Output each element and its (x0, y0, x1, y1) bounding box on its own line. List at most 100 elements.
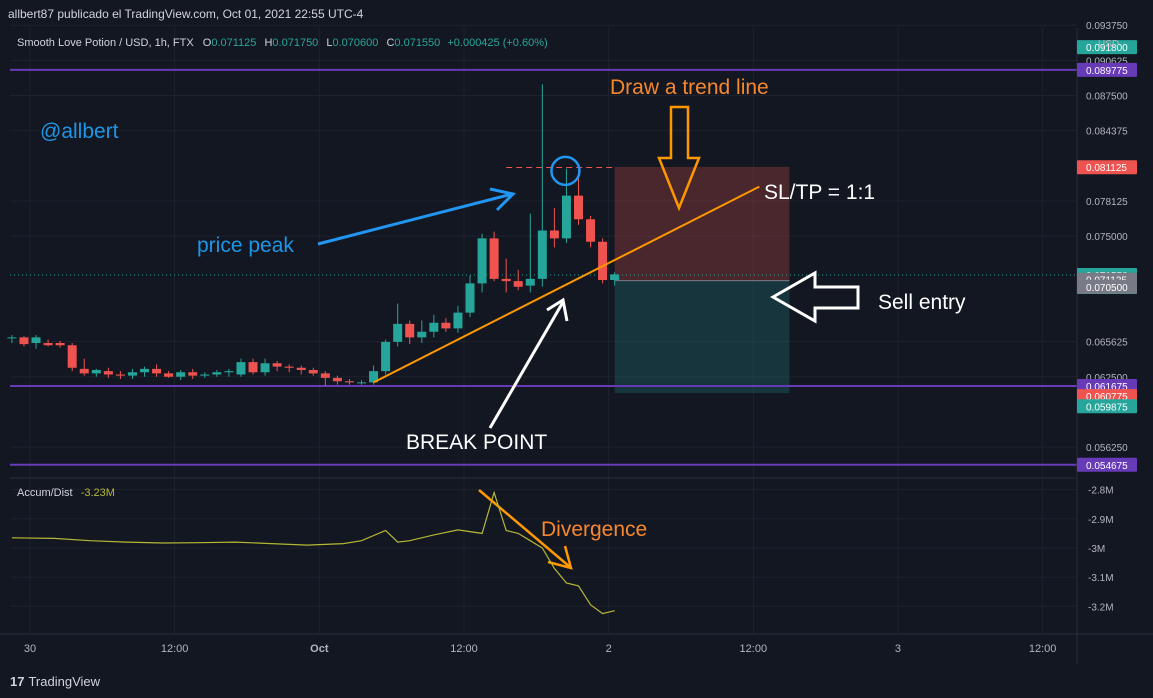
candle-body (489, 238, 499, 279)
draw-trend-label: Draw a trend line (610, 76, 769, 99)
candle-body (586, 219, 596, 242)
price-label-text: 0.070500 (1086, 283, 1128, 294)
chart-svg[interactable]: 0.093750 0.090625 0.087500 0.084375 0.078125… (0, 0, 1153, 664)
price-label-box (1077, 40, 1137, 55)
candle-body (248, 362, 258, 373)
ad-tick-label: -3.2M (1088, 602, 1114, 613)
candle-body (188, 372, 198, 376)
x-tick-label: 12:00 (740, 643, 768, 655)
y-tick-label: 0.084375 (1086, 127, 1128, 138)
divergence-arrow (478, 489, 571, 568)
price-label-text: 0.059875 (1086, 402, 1128, 413)
price-label-text: 0.060775 (1086, 392, 1128, 403)
candle-body (393, 323, 403, 342)
candle-body (549, 230, 559, 239)
price-label-box (1077, 160, 1137, 175)
indicator-name: Accum/Dist (17, 487, 73, 499)
candle-body (344, 381, 354, 383)
candle-body (598, 241, 608, 280)
candle-body (91, 370, 101, 374)
currency-label: USD (1098, 39, 1119, 50)
candle-body (296, 367, 306, 370)
ad-tick-label: -3.1M (1088, 573, 1114, 584)
x-tick-label: 2 (606, 643, 612, 655)
price-peak-label: price peak (197, 234, 294, 257)
price-peak-arrowhead (489, 187, 517, 212)
candle-body (513, 281, 523, 287)
candle-body (224, 371, 234, 373)
y-tick-label: 0.065625 (1086, 338, 1128, 349)
legend-l-value: 0.070600 (333, 37, 379, 49)
price-label-text: 0.054675 (1086, 461, 1128, 472)
candle-body (308, 370, 318, 374)
candle-body (79, 368, 89, 374)
attribution-text: allbert87 publicado el TradingView.com, … (8, 7, 364, 21)
y-tick-label: 0.093750 (1086, 21, 1128, 32)
break-point-label: BREAK POINT (406, 431, 547, 454)
candle-body (212, 372, 222, 375)
tv-logo-icon: 17 (10, 674, 25, 689)
candle-body (176, 372, 186, 377)
attribution-bar: allbert87 publicado el TradingView.com, … (0, 0, 1153, 28)
y-tick-label: 0.078125 (1086, 197, 1128, 208)
candle-body (332, 377, 342, 382)
legend-change: +0.000425 (+0.60%) (447, 37, 547, 49)
ad-tick-label: -2.9M (1088, 515, 1114, 526)
candle-body (260, 363, 270, 373)
trend-line (373, 185, 760, 384)
candles-group (7, 84, 620, 386)
y-tick-label: 0.062500 (1086, 373, 1128, 384)
svg-text:Smooth Love Potion / USD, 1h,: Smooth Love Potion / USD, 1h, FTX O0.071… (17, 37, 548, 49)
take-profit-zone (614, 280, 790, 394)
grid-lines (10, 24, 1077, 634)
candle-body (320, 373, 330, 378)
candle-body (200, 374, 210, 376)
candle-body (610, 274, 620, 280)
drawings-group (317, 105, 860, 570)
candle-body (7, 337, 17, 339)
candle-body (429, 322, 439, 332)
legend-c-value: 0.071550 (394, 37, 440, 49)
legend-o-value: 0.071125 (211, 37, 256, 49)
price-label-text: 0.091800 (1086, 43, 1128, 54)
brand-label: TradingView (28, 674, 101, 689)
candle-body (501, 278, 511, 282)
stop-loss-zone (614, 166, 790, 281)
x-tick-label: 12:00 (1029, 643, 1057, 655)
horizontal-levels (10, 68, 1077, 466)
sltp-label: SL/TP = 1:1 (764, 181, 875, 204)
price-label-box (1077, 399, 1137, 414)
tradingview-logo[interactable]: 17 TradingView (10, 674, 100, 689)
handle-annotation: @allbert (40, 120, 119, 143)
candle-body (272, 363, 282, 367)
sell-entry-label: Sell entry (878, 291, 966, 314)
y-tick-label: 0.056250 (1086, 443, 1128, 454)
x-tick-label: 12:00 (450, 643, 478, 655)
price-label-box (1077, 62, 1137, 77)
legend-symbol: Smooth Love Potion / USD, 1h, FTX (17, 37, 194, 49)
legend-l-label: L (326, 37, 332, 49)
candle-body (453, 312, 463, 329)
price-label-text: 0.081125 (1086, 163, 1127, 174)
candle-body (381, 341, 391, 372)
candle-body (417, 331, 427, 338)
candle-body (140, 368, 150, 373)
candle-body (152, 368, 162, 374)
legend-h-label: H (264, 37, 272, 49)
candle-body (55, 343, 65, 346)
candle-body (561, 195, 571, 239)
price-label-box (1077, 279, 1137, 294)
divergence-arrowhead (547, 545, 573, 570)
candle-body (369, 371, 379, 383)
x-tick-label: 12:00 (161, 643, 189, 655)
x-tick-label: Oct (310, 643, 329, 655)
price-label-text: 0.089775 (1086, 66, 1128, 77)
candle-body (537, 230, 547, 279)
y-tick-label: 0.087500 (1086, 92, 1128, 103)
accum-dist-group (11, 490, 615, 615)
down-arrow-icon (657, 105, 701, 212)
ad-tick-label: -3M (1088, 544, 1105, 555)
candle-body (164, 373, 174, 377)
candle-body (465, 283, 475, 313)
legend-h-value: 0.071750 (272, 37, 318, 49)
